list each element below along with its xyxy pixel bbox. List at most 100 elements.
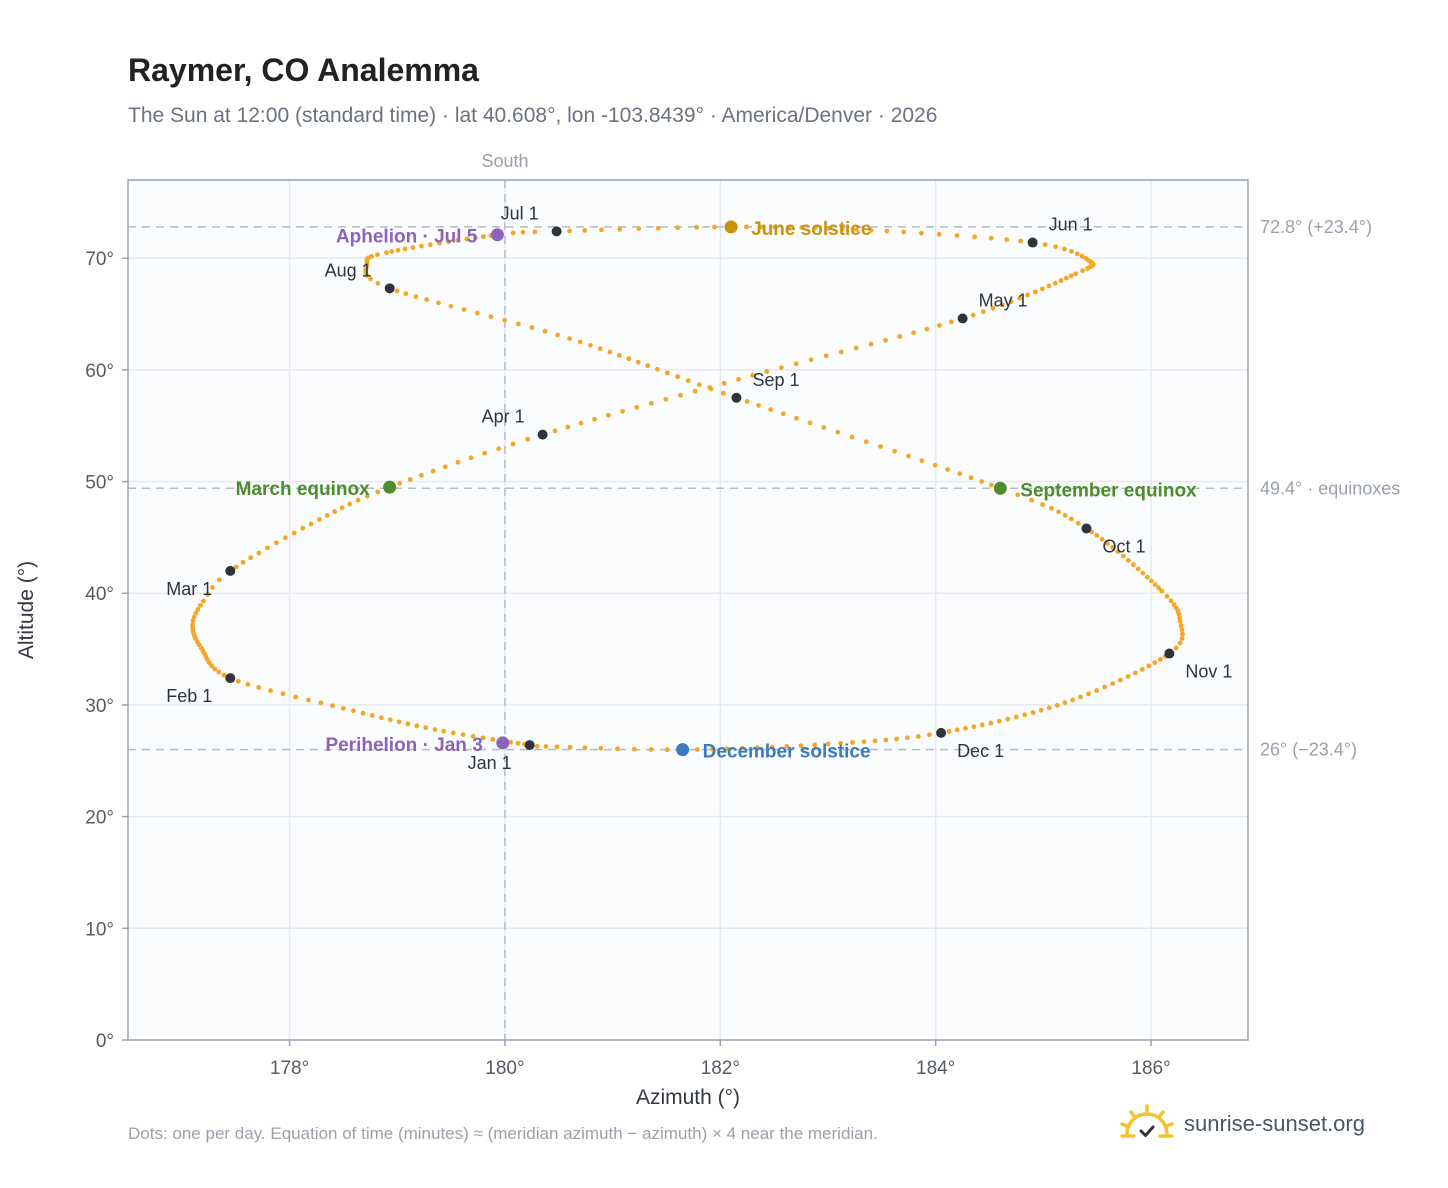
daily-sun-dot bbox=[932, 462, 938, 468]
daily-sun-dot bbox=[1069, 249, 1074, 254]
daily-sun-dot bbox=[256, 550, 262, 556]
daily-sun-dot bbox=[636, 226, 642, 232]
daily-sun-dot bbox=[605, 412, 611, 418]
daily-sun-dot bbox=[480, 735, 486, 741]
daily-sun-dot bbox=[812, 742, 818, 748]
daily-sun-dot bbox=[191, 614, 197, 620]
daily-sun-dot bbox=[446, 239, 452, 245]
event-marker-label: December solstice bbox=[703, 742, 871, 763]
daily-sun-dot bbox=[430, 468, 436, 474]
daily-sun-dot bbox=[1159, 588, 1165, 594]
daily-sun-dot bbox=[911, 330, 916, 336]
daily-sun-dot bbox=[1144, 574, 1150, 580]
daily-sun-dot bbox=[525, 436, 531, 442]
daily-sun-dot bbox=[1177, 640, 1183, 646]
daily-sun-dot bbox=[957, 471, 963, 477]
daily-sun-dot bbox=[210, 585, 215, 590]
daily-sun-dot bbox=[1086, 691, 1091, 697]
y-tick-label: 0° bbox=[96, 1031, 114, 1052]
daily-sun-dot bbox=[744, 399, 750, 404]
daily-sun-dot bbox=[823, 353, 829, 359]
brand-logo[interactable]: sunrise-sunset.org bbox=[1120, 1100, 1365, 1148]
daily-sun-dot bbox=[397, 480, 403, 486]
daily-sun-dot bbox=[936, 231, 942, 237]
daily-sun-dot bbox=[190, 618, 196, 624]
daily-sun-dot bbox=[1078, 694, 1083, 700]
daily-sun-dot bbox=[472, 235, 478, 241]
event-marker-label: March equinox bbox=[236, 479, 371, 500]
daily-sun-dot bbox=[516, 321, 521, 327]
daily-sun-dot bbox=[582, 228, 588, 233]
daily-sun-dot bbox=[1171, 602, 1177, 607]
daily-sun-dot bbox=[812, 225, 818, 231]
daily-sun-dot bbox=[418, 472, 424, 478]
month-marker-label: Oct 1 bbox=[1102, 536, 1145, 556]
daily-sun-dot bbox=[1061, 246, 1067, 252]
daily-sun-dot bbox=[971, 724, 977, 730]
daily-sun-dot bbox=[567, 336, 572, 341]
daily-sun-dot bbox=[826, 225, 831, 231]
daily-sun-dot bbox=[989, 482, 994, 488]
month-marker-label: Jun 1 bbox=[1049, 215, 1093, 235]
month-marker-label: May 1 bbox=[979, 290, 1028, 310]
daily-sun-dot bbox=[863, 439, 869, 445]
daily-sun-dot bbox=[1032, 289, 1038, 295]
daily-sun-dot bbox=[414, 723, 420, 729]
daily-sun-dot bbox=[937, 323, 942, 328]
daily-sun-dot bbox=[587, 342, 593, 348]
daily-sun-dot bbox=[996, 718, 1002, 724]
daily-sun-dot bbox=[375, 252, 380, 258]
daily-sun-dot bbox=[221, 672, 227, 678]
y-axis-label: Altitude (°) bbox=[15, 561, 38, 659]
daily-sun-dot bbox=[394, 288, 400, 294]
daily-sun-dot bbox=[340, 705, 346, 711]
y-tick-label: 20° bbox=[85, 808, 114, 829]
month-marker-label: Feb 1 bbox=[166, 686, 212, 706]
daily-sun-dot bbox=[198, 602, 203, 608]
daily-sun-dot bbox=[375, 280, 381, 286]
daily-sun-dot bbox=[195, 606, 201, 612]
daily-sun-dot bbox=[436, 300, 441, 306]
daily-sun-dot bbox=[739, 745, 745, 751]
daily-sun-dot bbox=[634, 404, 640, 410]
daily-sun-dot bbox=[1179, 635, 1185, 641]
daily-sun-dot bbox=[461, 307, 467, 312]
page-subtitle: The Sun at 12:00 (standard time) · lat 4… bbox=[128, 104, 938, 127]
daily-sun-dot bbox=[754, 745, 760, 751]
daily-sun-dot bbox=[554, 744, 560, 750]
daily-sun-dot bbox=[599, 227, 604, 233]
daily-sun-dot bbox=[906, 453, 911, 459]
daily-sun-dot bbox=[780, 411, 786, 417]
daily-sun-dot bbox=[396, 719, 402, 725]
daily-sun-dot bbox=[543, 744, 549, 749]
daily-sun-dot bbox=[256, 685, 262, 690]
daily-sun-dot bbox=[1040, 502, 1045, 507]
daily-sun-dot bbox=[1168, 598, 1174, 604]
daily-sun-dot bbox=[1110, 545, 1116, 550]
daily-sun-dot bbox=[769, 744, 775, 750]
reference-line-label: 72.8° (+23.4°) bbox=[1260, 217, 1372, 237]
y-tick-label: 30° bbox=[85, 696, 114, 717]
daily-sun-dot bbox=[1178, 623, 1184, 628]
event-marker bbox=[676, 743, 690, 757]
daily-sun-dot bbox=[437, 240, 442, 246]
daily-sun-dot bbox=[379, 715, 384, 721]
month-marker-label: Apr 1 bbox=[482, 407, 525, 427]
daily-sun-dot bbox=[849, 434, 855, 440]
daily-sun-dot bbox=[441, 728, 447, 734]
daily-sun-dot bbox=[375, 489, 381, 495]
daily-sun-dot bbox=[794, 415, 799, 421]
daily-sun-dot bbox=[293, 694, 299, 700]
daily-sun-dot bbox=[721, 380, 727, 386]
month-marker-label: Sep 1 bbox=[752, 370, 799, 390]
daily-sun-dot bbox=[423, 725, 429, 731]
daily-sun-dot bbox=[592, 416, 597, 422]
daily-sun-dot bbox=[883, 337, 888, 343]
daily-sun-dot bbox=[1038, 707, 1044, 713]
daily-sun-dot bbox=[291, 530, 297, 536]
daily-sun-dot bbox=[268, 688, 273, 694]
daily-sun-dot bbox=[884, 228, 890, 234]
daily-sun-dot bbox=[988, 720, 994, 726]
daily-sun-dot bbox=[694, 747, 700, 752]
